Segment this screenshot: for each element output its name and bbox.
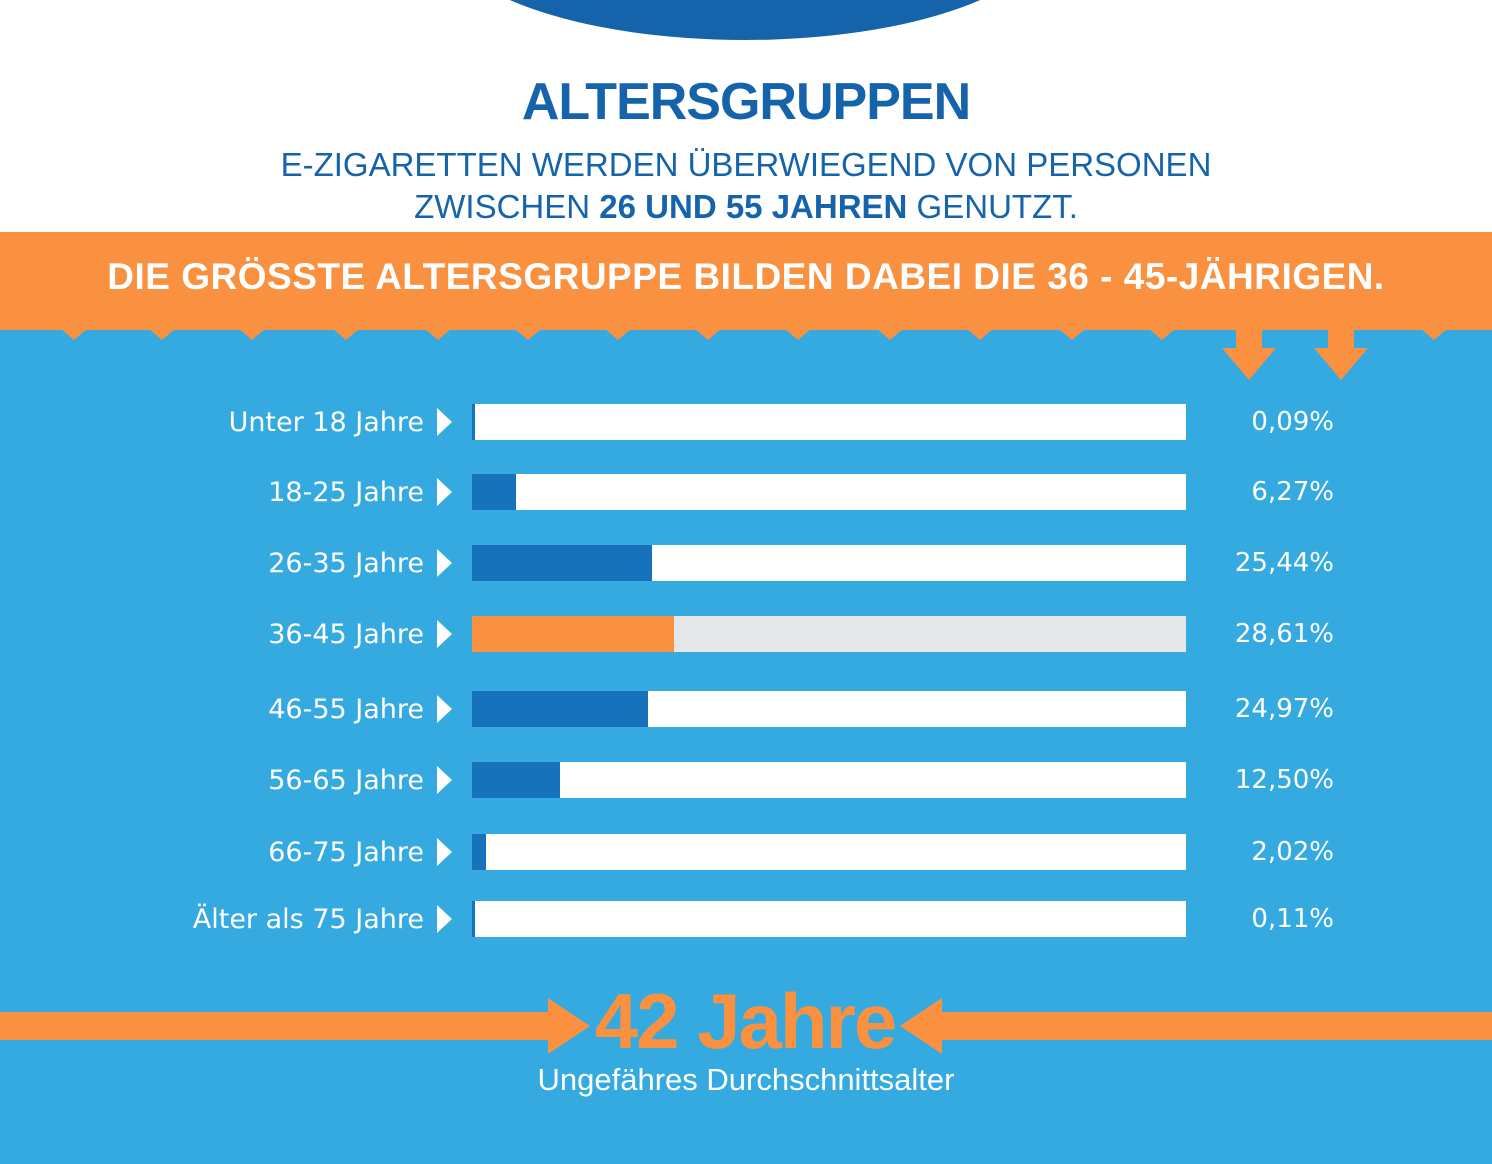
banner-notch [1058, 328, 1086, 340]
category-label: Unter 18 Jahre [228, 407, 424, 438]
banner-notch [876, 328, 904, 340]
left-arrow-icon [900, 998, 1492, 1054]
banner-notch [604, 328, 632, 340]
value-label: 2,02% [1251, 837, 1334, 867]
row-pointer-icon [437, 905, 452, 933]
value-label: 6,27% [1251, 477, 1334, 507]
bar [472, 545, 652, 581]
subtitle-line-2-suffix: GENUTZT. [907, 188, 1078, 225]
value-label: 25,44% [1234, 548, 1334, 578]
category-label: 36-45 Jahre [268, 619, 424, 650]
bar-track [472, 404, 1186, 440]
value-label: 28,61% [1234, 619, 1334, 649]
bar [472, 691, 649, 727]
banner-notch [332, 328, 360, 340]
banner-notch [424, 328, 452, 340]
category-label: 56-65 Jahre [268, 765, 424, 796]
average-age-label: Ungefähres Durchschnittsalter [537, 1062, 955, 1097]
row-pointer-icon [437, 695, 452, 723]
category-label: 66-75 Jahre [268, 837, 424, 868]
banner-notch [694, 328, 722, 340]
banner-notch [1148, 328, 1176, 340]
bar [472, 834, 487, 870]
bar [472, 616, 674, 652]
banner-notch [148, 328, 176, 340]
highlight-banner: DIE GRÖSSTE ALTERSGRUPPE BILDEN DABEI DI… [0, 232, 1492, 330]
row-pointer-icon [437, 408, 452, 436]
bar-track [472, 474, 1186, 510]
banner-notch [514, 328, 542, 340]
bar-track [472, 901, 1186, 937]
banner-notch [1420, 328, 1448, 340]
value-label: 0,11% [1251, 904, 1334, 934]
bar-track [472, 691, 1186, 727]
value-label: 0,09% [1251, 407, 1334, 437]
category-label: 46-55 Jahre [268, 694, 424, 725]
row-pointer-icon [437, 478, 452, 506]
right-arrow-icon [0, 998, 590, 1054]
banner-notch [966, 328, 994, 340]
bar [472, 762, 561, 798]
subtitle: E-ZIGARETTEN WERDEN ÜBERWIEGEND VON PERS… [0, 144, 1492, 228]
top-arc-decoration [440, 0, 1050, 40]
banner-notch [784, 328, 812, 340]
value-label: 24,97% [1234, 694, 1334, 724]
category-label: 26-35 Jahre [268, 548, 424, 579]
banner-notch [238, 328, 266, 340]
down-arrow-icon [1314, 328, 1368, 380]
bar-track [472, 545, 1186, 581]
banner-text: DIE GRÖSSTE ALTERSGRUPPE BILDEN DABEI DI… [107, 256, 1385, 297]
bar [472, 474, 517, 510]
average-age-value: 42 Jahre [594, 977, 898, 1065]
row-pointer-icon [437, 838, 452, 866]
page-title: ALTERSGRUPPEN [521, 73, 971, 131]
value-label: 12,50% [1234, 765, 1334, 795]
down-arrow-icon [1222, 328, 1276, 380]
bar [472, 901, 475, 937]
subtitle-line-2: ZWISCHEN 26 UND 55 JAHREN GENUTZT. [0, 186, 1492, 228]
bar [472, 404, 475, 440]
bar-track [472, 616, 1186, 652]
bar-track [472, 762, 1186, 798]
row-pointer-icon [437, 549, 452, 577]
subtitle-line-2-prefix: ZWISCHEN [414, 188, 600, 225]
header: ALTERSGRUPPEN E-ZIGARETTEN WERDEN ÜBERWI… [0, 72, 1492, 228]
row-pointer-icon [437, 766, 452, 794]
subtitle-line-1: E-ZIGARETTEN WERDEN ÜBERWIEGEND VON PERS… [280, 146, 1212, 183]
category-label: Älter als 75 Jahre [192, 904, 424, 935]
bar-track [472, 834, 1186, 870]
category-label: 18-25 Jahre [268, 477, 424, 508]
row-pointer-icon [437, 620, 452, 648]
subtitle-line-2-bold: 26 UND 55 JAHREN [599, 188, 908, 225]
banner-notch [60, 328, 88, 340]
